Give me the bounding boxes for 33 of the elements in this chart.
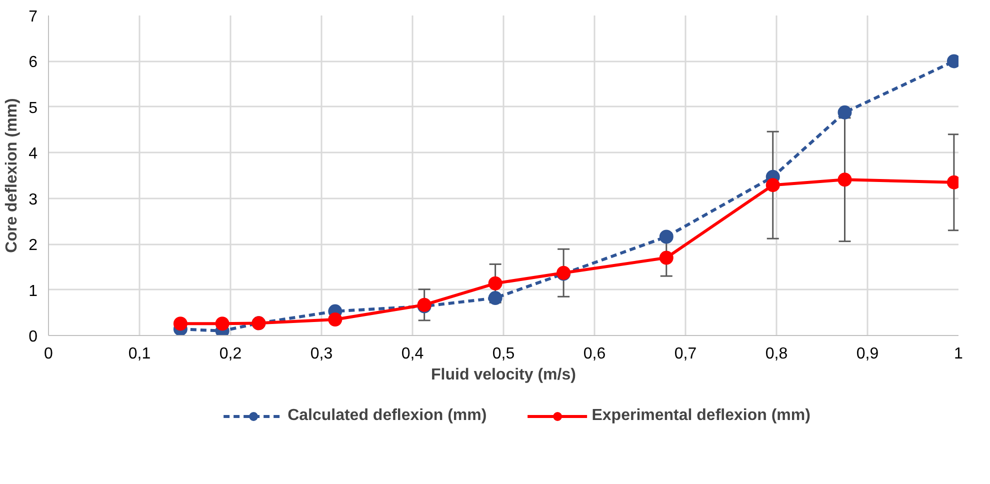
y-tick-label: 4 xyxy=(28,146,38,163)
x-tick-label: 0,3 xyxy=(310,346,333,362)
point xyxy=(215,316,230,331)
x-tick-label: 0,9 xyxy=(856,346,879,362)
x-tick-label: 0,2 xyxy=(219,346,242,362)
legend-label: Calculated deflexion (mm) xyxy=(288,407,487,425)
legend-label: Experimental deflexion (mm) xyxy=(592,407,810,425)
x-tick-label: 0,4 xyxy=(401,346,424,362)
y-tick-label: 0 xyxy=(28,328,38,346)
x-tick-label: 1 xyxy=(954,346,964,362)
x-axis-title: Fluid velocity (m/s) xyxy=(431,366,576,384)
x-tick-label: 0,6 xyxy=(583,346,606,362)
x-tick-label: 0,8 xyxy=(765,346,788,362)
point xyxy=(659,230,674,244)
point xyxy=(766,178,780,192)
point xyxy=(659,250,674,265)
y-tick-label: 2 xyxy=(28,237,38,254)
point xyxy=(488,276,502,290)
point xyxy=(488,291,502,305)
point xyxy=(838,172,852,187)
y-tick-label: 3 xyxy=(28,191,38,208)
y-axis-title: Core deflexion (mm) xyxy=(4,98,21,253)
x-tick-label: 0,7 xyxy=(674,346,697,362)
point xyxy=(328,312,342,326)
y-tick-label: 7 xyxy=(28,8,38,26)
y-tick-label: 6 xyxy=(28,54,38,72)
y-tick-label: 5 xyxy=(28,100,38,117)
x-tick-label: 0,1 xyxy=(128,346,151,362)
x-tick-label: 0 xyxy=(44,346,54,362)
point xyxy=(838,105,852,120)
y-tick-label: 1 xyxy=(28,282,38,300)
x-tick-label: 0,5 xyxy=(492,346,515,362)
point xyxy=(173,316,188,331)
